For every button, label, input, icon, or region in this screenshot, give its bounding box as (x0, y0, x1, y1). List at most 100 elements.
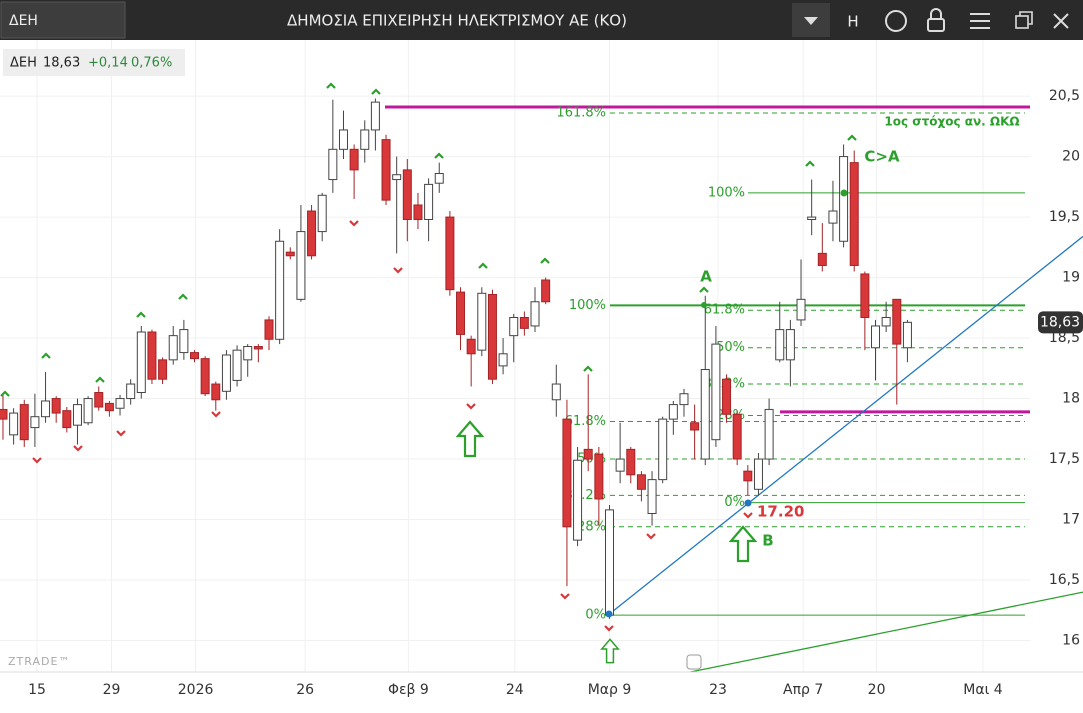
y-tick-label: 20 (1062, 149, 1080, 165)
candle-body (136, 331, 146, 394)
candle-body (530, 301, 540, 327)
candle-body (860, 273, 870, 318)
h-button[interactable]: H (847, 13, 858, 31)
fib-label: 161.8% (556, 106, 606, 121)
event-icon[interactable] (686, 654, 702, 670)
candle-body (232, 349, 242, 381)
candle-body (338, 129, 348, 150)
last-price-tag (1038, 311, 1083, 334)
anchor-dot (744, 499, 752, 507)
candle-body (594, 453, 604, 500)
signal-up (95, 376, 105, 384)
annotation: 17.20 (757, 503, 804, 521)
candle-body (190, 352, 200, 360)
annotations: A B C>A 17.20 1ος στόχος αν. ΩΚΩ (700, 115, 1019, 550)
symbol-input-text: ΔΕΗ (9, 13, 38, 29)
signal-up (434, 152, 444, 160)
last-price-label: 18,63 (1040, 314, 1080, 330)
candle-body (519, 316, 529, 329)
candle-body (785, 329, 795, 361)
candle-body (732, 413, 742, 460)
signal-up (805, 160, 815, 168)
signal-down (560, 592, 570, 600)
signal-up (699, 286, 709, 294)
candle-body (115, 398, 125, 409)
candle-body (711, 343, 721, 441)
quote-change: +0,14 (88, 56, 128, 71)
signal-down (393, 266, 403, 274)
candle-body (253, 346, 263, 350)
x-tick-label: 24 (506, 682, 524, 698)
candle-body (147, 331, 157, 380)
candle-body (466, 338, 476, 355)
candle-body (775, 329, 785, 361)
candle-body (456, 291, 466, 335)
candle-body (221, 354, 231, 392)
quote-box: ΔΕΗ 18,63 +0,14 0,76% (3, 49, 185, 76)
symbol-input[interactable] (0, 1, 126, 39)
y-tick-label: 18,5 (1049, 330, 1080, 346)
candle-body (62, 410, 72, 429)
signal-up (847, 134, 857, 142)
candle-body (168, 335, 178, 361)
arrow-up (729, 525, 757, 563)
candle-body (477, 292, 487, 351)
trendline (609, 235, 1083, 615)
candle-body (828, 210, 838, 224)
x-tick-label: 29 (103, 682, 121, 698)
arrow-up (456, 420, 484, 458)
candle-body (381, 139, 391, 201)
candle-body (424, 183, 434, 220)
candle-body (179, 329, 189, 354)
quote-bg (3, 49, 185, 76)
trendline (690, 591, 1083, 672)
overlays: 161.8%100%61.8%50%38.2%28%0%100%61.8%50%… (385, 105, 1083, 672)
close-button[interactable] (1053, 13, 1069, 29)
candle-body (445, 216, 455, 291)
quote-button[interactable] (885, 10, 907, 32)
candle-body (636, 474, 646, 490)
window-title: ΔΗΜΟΣΙΑ ΕΠΙΧΕΙΡΗΣΗ ΗΛΕΚΤΡΙΣΜΟΥ ΑΕ (ΚΟ) (287, 12, 627, 30)
candle-body (413, 204, 423, 220)
candle-body (83, 398, 93, 424)
y-tick-label: 17 (1062, 512, 1080, 528)
title-bar: ΔΕΗ ΔΗΜΟΣΙΑ ΕΠΙΧΕΙΡΗΣΗ ΗΛΕΚΤΡΙΣΜΟΥ ΑΕ (Κ… (0, 0, 1083, 40)
fib-label: 0% (585, 608, 606, 623)
candle-body (541, 279, 551, 303)
fib-label: 100% (708, 185, 745, 200)
candle-body (647, 479, 657, 514)
fib-label: 50% (716, 340, 745, 355)
candle-body (573, 459, 583, 541)
x-tick-label: Μαι 4 (963, 682, 1002, 698)
candle-body (72, 404, 82, 426)
fib-label: 61.8% (704, 303, 745, 318)
signal-up (326, 82, 336, 90)
candle-body (658, 418, 668, 481)
axes: 16 16,5 17 17,5 18 18,5 19 19,5 20 20,5 15 29 2026 26… (28, 88, 1083, 698)
candle-body (434, 173, 444, 184)
candle-body (19, 404, 29, 441)
x-tick-label: Φεβ 9 (388, 682, 429, 698)
anchor-dot (701, 302, 707, 308)
candle-body (370, 101, 380, 131)
annotation: C>A (864, 148, 900, 166)
candle-body (9, 412, 19, 436)
lock-button[interactable] (927, 18, 945, 32)
candle-body (902, 321, 912, 349)
lock-shackle (930, 8, 942, 19)
y-tick-label: 18 (1062, 391, 1080, 407)
menu-button[interactable] (970, 13, 990, 29)
candle-body (487, 294, 497, 380)
candle-body (328, 148, 338, 181)
candle-body (668, 404, 678, 420)
candle-body (126, 383, 136, 400)
candle-body (158, 359, 168, 380)
candle-body (264, 319, 274, 340)
candle-body (551, 383, 561, 401)
x-tick-label: 26 (296, 682, 314, 698)
restore-button[interactable] (1015, 15, 1029, 29)
signal-up (41, 352, 51, 360)
candle-body (871, 325, 881, 349)
